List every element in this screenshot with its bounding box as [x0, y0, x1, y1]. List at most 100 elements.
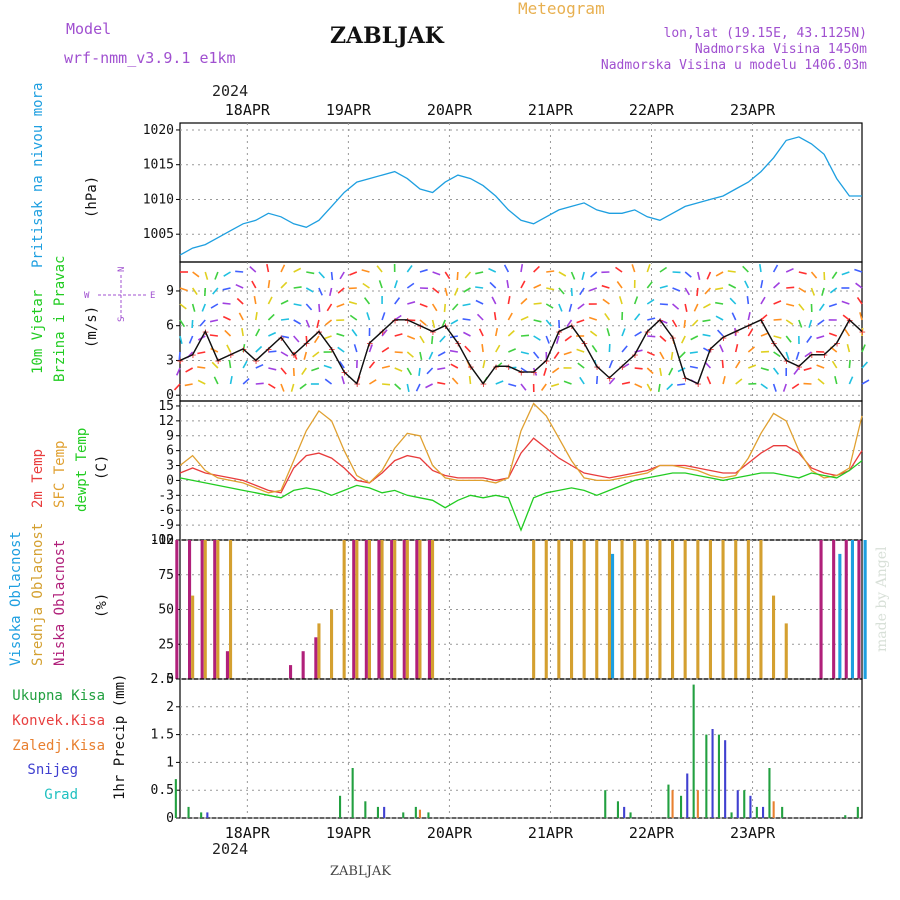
wind-arrow	[841, 300, 850, 305]
wind-arrow	[773, 335, 782, 339]
lonlat-text: lon,lat (19.15E, 43.1125N)	[664, 26, 868, 41]
wind-arrow	[255, 382, 264, 385]
wind-gust-marker: +	[632, 349, 639, 362]
wind-arrow	[804, 351, 812, 358]
wind-arrow	[520, 297, 528, 305]
bar-precip-0	[200, 812, 203, 818]
wind-arrow	[829, 287, 838, 294]
wind-arrow	[253, 295, 257, 305]
x-tick-label-bottom: 22APR	[629, 824, 675, 842]
wind-arrow	[191, 303, 196, 312]
wind-arrow	[268, 350, 277, 353]
wind-arrow	[683, 319, 686, 328]
wind-arrow	[351, 329, 358, 337]
wind-arrow	[236, 297, 244, 305]
year-top: 2024	[212, 82, 248, 100]
wind-arrow	[419, 351, 423, 360]
wind-arrow	[378, 280, 383, 289]
wind-arrow	[381, 312, 386, 321]
wind-arrow	[468, 375, 472, 385]
bar-clouds-2	[838, 553, 842, 679]
wind-arrow	[381, 365, 390, 369]
wind-arrow	[301, 367, 307, 376]
wind-arrow	[558, 271, 567, 277]
wind-arrow	[179, 287, 188, 292]
wind-arrow	[268, 367, 277, 371]
wind-arrow	[748, 364, 757, 369]
wind-arrow	[715, 301, 724, 305]
wind-arrow	[280, 318, 290, 321]
wind-arrow	[242, 360, 248, 369]
wind-arrow	[773, 318, 782, 321]
wind-arrow	[558, 287, 565, 295]
compass-w: W	[84, 291, 90, 301]
wind-arrow	[341, 376, 345, 385]
bar-precip-3	[762, 806, 765, 818]
wind-arrow	[727, 270, 736, 273]
wind-arrow	[706, 376, 712, 385]
y-tick-label-pressure: 1020	[143, 123, 174, 138]
wind-arrow	[634, 367, 643, 370]
wind-arrow	[228, 359, 232, 369]
wind-arrow	[462, 318, 471, 321]
wind-arrow	[606, 328, 611, 337]
wind-arrow	[366, 312, 371, 321]
wind-arrow	[214, 271, 219, 280]
wind-gust-marker: +	[265, 343, 272, 356]
wind-arrow	[184, 383, 193, 387]
bar-precip-3	[206, 812, 209, 818]
wind-arrow	[715, 271, 724, 277]
wind-arrow	[179, 303, 187, 310]
wind-arrow	[201, 303, 207, 312]
bar-precip-2	[772, 801, 775, 818]
wind-arrow	[589, 287, 598, 292]
bar-clouds-1	[355, 540, 359, 679]
wind-arrow	[481, 343, 484, 353]
wind-arrow	[520, 334, 530, 337]
bar-precip-0	[339, 795, 342, 818]
wind-arrow	[747, 312, 751, 321]
wind-arrow	[293, 267, 302, 273]
wind-arrow	[508, 383, 517, 387]
x-tick-label-top: 18APR	[225, 101, 271, 119]
wind-arrow	[546, 287, 555, 291]
wind-gust-marker: +	[834, 337, 841, 350]
wind-arrow	[489, 281, 497, 289]
wind-arrow	[419, 335, 425, 344]
wind-arrow	[854, 268, 863, 273]
wind-arrow	[313, 335, 320, 344]
wind-arrow	[280, 383, 285, 392]
wind-arrow	[464, 345, 472, 353]
wind-arrow	[564, 335, 572, 342]
y-tick-label-wind: 9	[166, 284, 174, 299]
bar-clouds-0	[427, 540, 431, 679]
bar-clouds-0	[200, 540, 204, 679]
wind-arrow	[577, 362, 585, 369]
wind-arrow	[646, 281, 653, 289]
wind-arrow	[684, 287, 690, 296]
wind-arrow	[419, 319, 427, 326]
wind-arrow	[254, 311, 258, 321]
wind-arrow	[735, 378, 743, 385]
precip-conv-label: Konvek.Kisa	[12, 713, 105, 729]
wind-arrow	[659, 285, 668, 289]
bar-clouds-1	[746, 540, 750, 679]
wind-arrow	[318, 303, 321, 313]
wind-arrow	[210, 347, 219, 353]
footer-station: ZABLJAK	[330, 864, 391, 879]
y-tick-label-temperature: 3	[166, 459, 174, 474]
wind-arrow	[266, 263, 270, 273]
wind-arrow	[362, 282, 370, 289]
wind-arrow	[520, 383, 527, 391]
wind-arrow	[292, 351, 298, 360]
wind-arrow	[747, 328, 754, 337]
wind-arrow	[451, 303, 459, 311]
wind-arrow	[349, 271, 358, 276]
y-tick-label-clouds: 0	[166, 672, 174, 687]
wind-arrow	[280, 264, 286, 273]
wind-arrow	[475, 271, 484, 275]
wind-arrow	[175, 367, 181, 376]
wind-gust-marker: +	[253, 354, 260, 367]
wind-arrow	[348, 301, 358, 305]
wind-arrow	[293, 335, 300, 343]
